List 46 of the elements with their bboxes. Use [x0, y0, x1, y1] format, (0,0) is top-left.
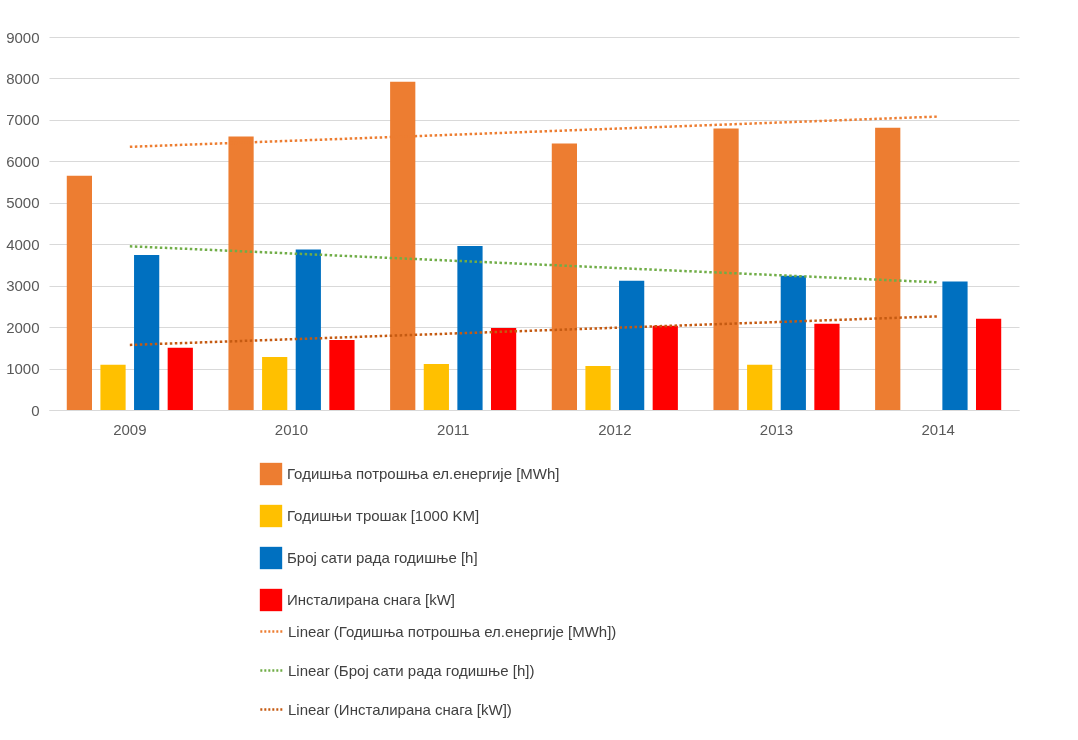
bar	[976, 318, 1002, 410]
bar	[875, 127, 901, 410]
y-tick-label: 1000	[6, 360, 40, 378]
bar	[713, 128, 739, 410]
legend-label: Годишња потрошња ел.енергије [MWh]	[287, 465, 560, 482]
legend-label: Linear (Годишња потрошња ел.енергије [MWh])	[288, 622, 617, 640]
y-tick-label: 4000	[6, 235, 40, 253]
bar	[457, 245, 483, 410]
bar	[295, 249, 321, 410]
bar	[66, 175, 92, 410]
x-tick-label: 2009	[113, 420, 147, 438]
line-series	[128, 245, 940, 284]
x-tick-label: 2013	[759, 420, 794, 438]
line-series	[128, 315, 940, 347]
bar	[100, 364, 126, 410]
bar	[167, 347, 193, 410]
legend-label: Linear (Број сати рада годишње [h])	[288, 661, 535, 679]
x-tick-label: 2011	[437, 420, 470, 438]
bar	[134, 255, 160, 410]
x-tick-label: 2010	[274, 420, 309, 438]
y-tick-label: 7000	[6, 111, 40, 129]
legend-label: Инсталирана снага [kW]	[287, 591, 455, 608]
bar	[585, 366, 611, 410]
x-tick-label: 2012	[598, 420, 632, 438]
bar	[423, 364, 449, 410]
bar	[491, 327, 517, 410]
bar	[551, 143, 577, 410]
y-tick-label: 9000	[6, 28, 40, 46]
bar	[652, 325, 678, 410]
legend-label: Број сати рада годишње [h]	[287, 549, 478, 566]
bar	[262, 356, 288, 410]
bar	[814, 323, 840, 410]
bar	[329, 339, 355, 410]
bar	[942, 281, 968, 410]
bar	[619, 280, 645, 410]
bar	[780, 275, 806, 410]
y-tick-label: 5000	[6, 194, 40, 212]
bar	[747, 364, 773, 410]
y-tick-label: 0	[31, 401, 40, 419]
y-tick-label: 8000	[6, 69, 40, 87]
x-tick-label: 2014	[921, 420, 955, 438]
legend-label: Годишњи трошак [1000 KM]	[287, 507, 480, 524]
y-tick-label: 6000	[6, 152, 40, 170]
legend-label: Linear (Инсталирана снага [kW])	[288, 700, 512, 718]
y-tick-label: 2000	[6, 318, 40, 336]
y-tick-label: 3000	[6, 277, 40, 295]
